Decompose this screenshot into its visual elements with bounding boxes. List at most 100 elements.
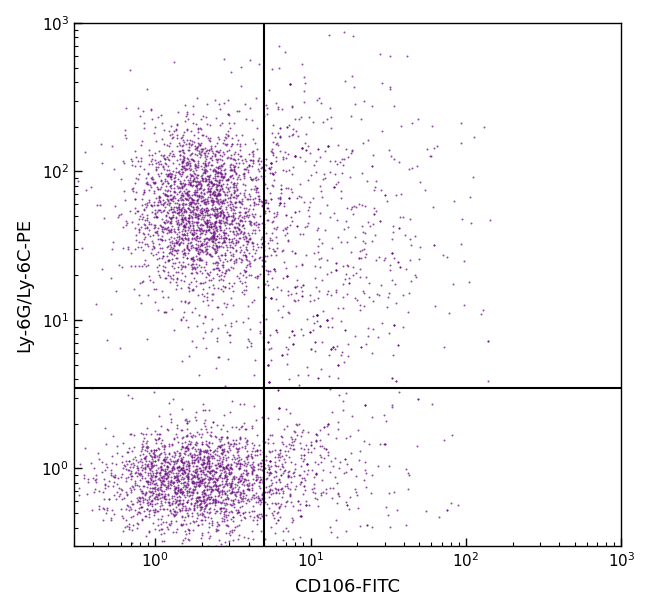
Point — [214, 520, 224, 530]
Point — [166, 476, 176, 486]
Point — [193, 203, 203, 213]
Point — [176, 441, 187, 451]
Point — [144, 145, 154, 155]
Point — [174, 495, 184, 505]
Point — [196, 439, 207, 448]
Point — [151, 478, 161, 488]
Point — [138, 497, 149, 507]
Point — [263, 434, 273, 444]
Point — [330, 170, 340, 180]
Point — [164, 458, 174, 468]
Point — [296, 478, 306, 488]
Point — [297, 426, 307, 436]
Point — [183, 505, 194, 514]
Point — [207, 224, 218, 234]
Point — [464, 277, 474, 287]
Point — [204, 477, 214, 487]
Point — [186, 207, 196, 216]
Point — [314, 286, 324, 296]
Point — [279, 199, 289, 208]
Point — [332, 216, 342, 225]
Point — [200, 164, 211, 174]
Point — [339, 468, 350, 478]
Point — [285, 79, 296, 89]
Point — [177, 438, 187, 448]
Point — [285, 485, 295, 494]
Point — [160, 497, 170, 507]
Point — [136, 502, 147, 512]
Point — [223, 494, 233, 503]
Point — [164, 181, 175, 191]
Point — [223, 183, 233, 193]
Point — [162, 471, 173, 481]
Point — [346, 448, 356, 458]
Point — [176, 456, 186, 466]
Point — [159, 473, 169, 483]
Point — [153, 157, 164, 167]
Point — [157, 441, 168, 451]
Point — [226, 293, 237, 302]
Point — [387, 402, 397, 412]
Point — [183, 158, 193, 168]
Point — [198, 195, 209, 205]
Point — [239, 224, 249, 233]
Point — [180, 248, 190, 258]
Point — [355, 446, 365, 456]
Point — [235, 399, 246, 409]
Point — [173, 480, 183, 490]
Point — [150, 494, 160, 503]
Point — [135, 468, 145, 478]
Point — [265, 293, 276, 303]
Point — [287, 326, 297, 336]
Point — [333, 463, 344, 473]
Point — [325, 212, 335, 222]
Point — [240, 452, 251, 461]
Point — [367, 348, 378, 357]
Point — [207, 289, 218, 299]
Point — [218, 172, 229, 181]
Point — [96, 139, 106, 149]
Point — [165, 172, 176, 182]
Point — [247, 463, 257, 473]
Point — [220, 189, 230, 199]
Point — [194, 480, 205, 489]
Point — [210, 149, 220, 159]
Point — [277, 312, 287, 321]
Point — [168, 180, 179, 189]
Point — [213, 525, 224, 535]
Point — [176, 315, 186, 324]
Point — [123, 472, 133, 481]
Point — [194, 200, 205, 210]
Point — [201, 424, 211, 434]
Point — [211, 166, 221, 175]
Point — [172, 280, 182, 290]
Point — [170, 202, 181, 211]
Point — [214, 452, 224, 461]
Point — [156, 480, 166, 490]
Point — [178, 163, 188, 172]
Point — [202, 194, 212, 204]
Point — [322, 286, 333, 296]
Point — [227, 397, 237, 406]
Point — [214, 147, 225, 156]
Point — [150, 249, 161, 259]
Point — [160, 468, 170, 478]
Point — [372, 288, 382, 298]
Point — [200, 489, 210, 499]
Point — [163, 222, 174, 232]
Point — [227, 200, 237, 210]
Point — [304, 500, 314, 510]
Point — [150, 453, 160, 463]
Point — [222, 474, 232, 483]
Point — [183, 186, 194, 196]
Point — [177, 157, 188, 167]
Point — [322, 315, 332, 324]
Point — [181, 442, 191, 452]
Point — [126, 505, 136, 514]
Point — [192, 159, 203, 169]
Point — [163, 126, 174, 136]
Point — [255, 483, 265, 493]
Point — [189, 217, 200, 227]
Point — [215, 436, 226, 445]
Point — [189, 156, 200, 166]
